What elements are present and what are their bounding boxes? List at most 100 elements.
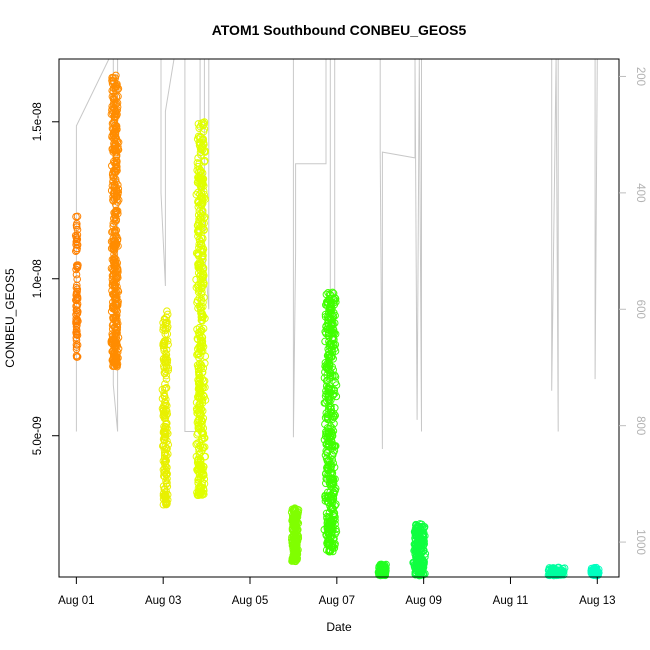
data-point — [73, 219, 81, 228]
data-point — [328, 321, 337, 330]
data-point — [199, 324, 208, 333]
data-point — [201, 314, 209, 323]
data-point — [294, 546, 302, 554]
data-point — [72, 270, 81, 279]
data-point — [199, 312, 208, 321]
data-point — [199, 121, 207, 130]
data-point — [161, 494, 170, 503]
data-point — [162, 476, 170, 485]
x-tick-label: Aug 01 — [58, 595, 94, 607]
data-point — [74, 317, 82, 326]
data-point — [330, 413, 339, 421]
data-point — [328, 443, 337, 451]
data-point — [163, 407, 171, 416]
data-point — [164, 440, 172, 449]
data-point — [197, 461, 206, 470]
data-point — [163, 424, 171, 433]
data-point — [325, 384, 334, 393]
data-point — [199, 364, 208, 373]
data-point — [201, 352, 210, 361]
data-point — [594, 571, 602, 579]
y-axis-label: CONBEU_GEOS5 — [3, 268, 17, 368]
series-4 — [192, 118, 210, 500]
y-tick-label: 5.0e-09 — [32, 416, 44, 455]
data-point — [163, 496, 172, 504]
data-point — [198, 207, 207, 215]
data-point — [201, 148, 209, 156]
data-point — [330, 446, 339, 455]
data-point — [199, 247, 207, 255]
data-point — [199, 462, 208, 471]
data-point — [292, 541, 301, 550]
x-tick-label: Aug 09 — [405, 595, 441, 607]
data-point — [324, 289, 332, 297]
data-point — [197, 464, 206, 472]
data-point — [162, 428, 171, 437]
data-point — [113, 348, 122, 357]
data-point — [328, 456, 337, 464]
data-point — [164, 364, 173, 372]
data-point — [113, 235, 122, 243]
data-point — [163, 310, 172, 319]
data-point — [112, 320, 121, 329]
data-point — [112, 168, 120, 176]
data-point — [418, 540, 426, 549]
data-point — [162, 384, 171, 392]
data-point — [114, 142, 122, 151]
data-point — [327, 405, 336, 414]
data-point — [199, 252, 207, 261]
data-point — [198, 368, 207, 376]
data-point — [114, 273, 122, 282]
data-point — [201, 359, 209, 368]
data-point — [73, 231, 82, 239]
data-point — [164, 429, 172, 438]
data-point — [382, 566, 390, 575]
data-point — [162, 319, 170, 327]
data-point — [328, 431, 337, 439]
data-point — [328, 429, 337, 437]
data-point — [201, 452, 210, 461]
data-point — [163, 323, 172, 331]
data-point — [72, 330, 81, 339]
data-point — [113, 307, 121, 315]
data-point — [74, 261, 82, 269]
data-point — [330, 389, 339, 398]
data-point — [114, 209, 122, 218]
data-point — [292, 522, 301, 531]
data-point — [199, 281, 208, 289]
y-tick-label: 1.5e-08 — [32, 102, 44, 141]
data-point — [112, 107, 120, 115]
data-point — [113, 80, 121, 88]
data-point — [73, 295, 82, 303]
data-point — [199, 391, 208, 400]
data-point — [163, 490, 172, 499]
data-point — [200, 433, 208, 442]
data-point — [201, 195, 210, 203]
data-point — [113, 207, 122, 215]
data-point — [162, 471, 171, 479]
right-y-tick-label: 600 — [634, 300, 646, 319]
data-point — [327, 402, 335, 411]
data-point — [292, 527, 301, 536]
data-point — [292, 538, 301, 546]
data-point — [73, 300, 82, 308]
data-point — [114, 287, 123, 296]
data-point — [198, 178, 207, 186]
data-point — [420, 558, 428, 566]
data-point — [331, 475, 339, 483]
data-point — [73, 225, 82, 234]
data-point — [201, 156, 209, 165]
data-point — [328, 305, 336, 313]
data-point — [327, 322, 336, 330]
x-tick-label: Aug 13 — [579, 595, 615, 607]
data-point — [327, 353, 335, 361]
data-point — [163, 445, 171, 453]
data-point — [331, 442, 340, 450]
data-point — [113, 357, 121, 366]
data-point — [200, 118, 209, 126]
data-point — [326, 373, 335, 382]
data-point — [73, 353, 82, 361]
data-point — [329, 295, 338, 304]
x-tick-label: Aug 07 — [319, 595, 355, 607]
data-point — [329, 493, 338, 501]
